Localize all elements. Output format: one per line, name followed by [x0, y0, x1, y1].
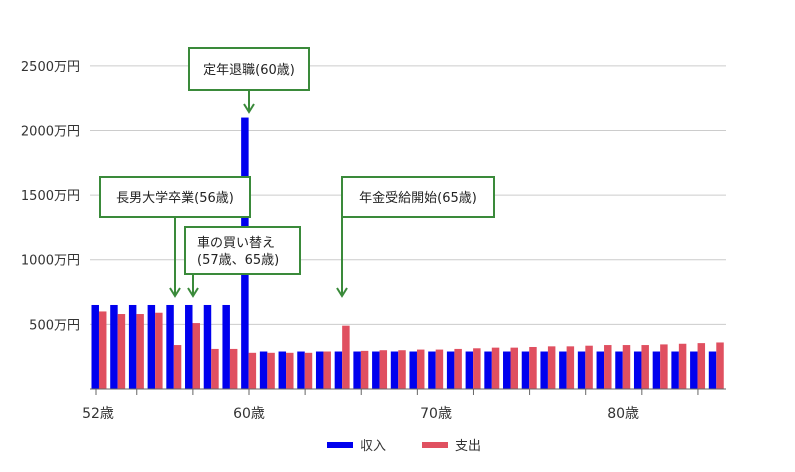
arrow-head-icon: [336, 287, 348, 298]
expense-bar: [360, 350, 369, 389]
income-bar: [372, 351, 380, 389]
arrow-head-icon: [187, 287, 199, 298]
income-bar: [297, 351, 305, 389]
income-bar: [353, 351, 361, 389]
expense-bar: [660, 344, 668, 389]
income-bar: [690, 351, 698, 389]
expense-bar: [98, 311, 107, 389]
income-bar: [110, 304, 118, 389]
arrow-head-icon: [169, 287, 181, 298]
expense-bar: [678, 343, 687, 389]
expense-bar: [304, 352, 313, 389]
x-tick-label: 70歳: [420, 406, 452, 422]
income-bar: [484, 351, 492, 389]
annotations: 長男大学卒業(56歳) 車の買い替え (57歳、65歳) 定年退職(60歳) 年金受給開…: [99, 47, 495, 298]
expense-bar: [473, 348, 481, 389]
expense-bar: [697, 343, 706, 389]
annotation-label: 定年退職(60歳): [203, 63, 295, 78]
legend-label: 収入: [360, 439, 386, 454]
income-bar: [315, 351, 324, 389]
expense-bar: [136, 314, 144, 389]
income-bar: [428, 351, 436, 389]
expense-bar: [716, 342, 724, 389]
income-bar: [615, 351, 623, 389]
expense-bar: [529, 346, 537, 389]
legend-swatch: [422, 442, 448, 448]
expense-bar: [566, 346, 575, 389]
expense-bar: [192, 323, 200, 389]
expense-bar: [173, 345, 182, 389]
income-bar: [409, 351, 417, 389]
expense-bar: [342, 325, 350, 389]
income-bar: [577, 351, 586, 389]
expense-bar: [604, 345, 612, 389]
income-bar: [559, 351, 567, 389]
x-axis: 52歳 60歳 70歳 80歳: [82, 388, 726, 422]
expense-bar: [286, 352, 294, 389]
annotation-label: 年金受給開始(65歳): [359, 190, 477, 206]
income-bar: [222, 304, 230, 389]
income-bar: [147, 304, 156, 389]
y-tick-label: 500万円: [29, 318, 80, 333]
y-tick-label: 2000万円: [21, 124, 80, 139]
expense-bar: [491, 347, 500, 389]
x-tick-label: 60歳: [233, 406, 265, 422]
expense-bar: [435, 349, 444, 389]
y-tick-label: 1000万円: [21, 254, 80, 269]
income-bar: [521, 351, 530, 389]
expense-bar: [267, 352, 275, 389]
income-bar: [540, 351, 548, 389]
bars: [91, 117, 724, 390]
arrow-head-icon: [243, 103, 255, 114]
expense-bar: [641, 345, 649, 389]
x-tick-label: 52歳: [82, 406, 114, 422]
annotation-label: 長男大学卒業(56歳): [116, 190, 234, 206]
income-bar: [671, 351, 679, 389]
legend: 収入 支出: [327, 439, 481, 454]
annotation-label: (57歳、65歳): [197, 253, 279, 268]
legend-label: 支出: [455, 439, 481, 454]
expense-bar: [585, 345, 593, 389]
y-tick-label: 2500万円: [21, 60, 80, 75]
income-bar: [503, 351, 511, 389]
expense-bar: [454, 348, 462, 389]
income-bar: [128, 304, 137, 389]
expense-bar: [117, 314, 126, 389]
annotation-box: [341, 176, 495, 218]
income-bar: [334, 351, 343, 389]
income-bar: [596, 351, 605, 389]
expense-bar: [379, 350, 388, 389]
income-bar: [446, 351, 455, 389]
expense-bar: [155, 312, 163, 389]
annotation-box: [184, 226, 301, 275]
expense-bar: [398, 350, 406, 389]
y-tick-label: 1500万円: [21, 189, 80, 204]
income-bar: [278, 351, 287, 389]
income-bar: [465, 351, 474, 389]
expense-bar: [416, 349, 425, 389]
income-bar: [708, 351, 717, 389]
income-bar: [652, 351, 661, 389]
y-axis: 500万円 1000万円 1500万円 2000万円 2500万円: [21, 60, 80, 334]
expense-bar: [510, 347, 518, 389]
income-bar: [633, 351, 642, 389]
x-tick-label: 80歳: [607, 406, 639, 422]
legend-swatch: [327, 442, 353, 448]
income-bar: [166, 304, 174, 389]
income-bar: [185, 304, 193, 389]
annotation-label: 車の買い替え: [197, 236, 275, 251]
expense-bar: [248, 352, 257, 389]
income-bar: [390, 351, 399, 389]
income-bar: [259, 351, 268, 389]
income-bar: [91, 304, 99, 389]
expense-bar: [622, 345, 631, 389]
expense-bar: [323, 351, 331, 389]
expense-bar: [547, 346, 556, 389]
expense-bar: [229, 348, 238, 389]
expense-bar: [211, 348, 219, 389]
income-bar: [203, 304, 212, 389]
